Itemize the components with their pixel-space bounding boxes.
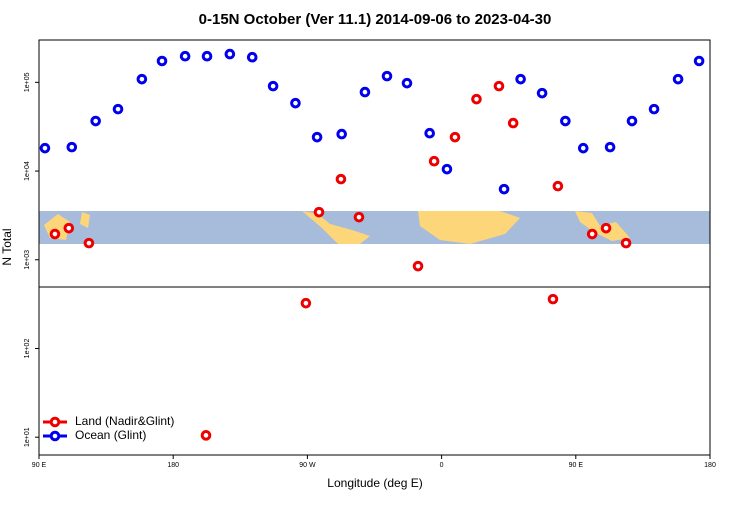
point [428, 155, 440, 167]
point [156, 55, 168, 67]
point [471, 93, 482, 105]
point [90, 115, 101, 127]
point [507, 117, 519, 129]
map-background [39, 211, 710, 244]
point [313, 206, 325, 218]
point [63, 222, 75, 234]
point [246, 51, 258, 63]
legend-label: Ocean (Glint) [75, 428, 146, 442]
x-tick-label: 180 [167, 462, 179, 469]
point [353, 211, 365, 223]
point [311, 131, 323, 143]
point [359, 86, 371, 98]
point [515, 73, 526, 85]
point [224, 48, 236, 60]
point [577, 142, 589, 154]
point [547, 293, 559, 305]
point [672, 73, 684, 85]
point [83, 237, 95, 249]
x-tick-label: 90 E [32, 462, 47, 469]
point [600, 222, 612, 234]
point [200, 430, 212, 441]
x-tick-label: 90 E [569, 462, 584, 469]
point [552, 180, 564, 192]
plot-frame [38, 39, 711, 456]
point [586, 228, 598, 240]
legend-marker [49, 430, 61, 442]
point [336, 128, 347, 140]
chart-title: 0-15N October (Ver 11.1) 2014-09-06 to 2… [199, 11, 552, 28]
y-tick-label: 1e+03 [24, 250, 31, 270]
point [626, 115, 638, 127]
point [66, 141, 78, 153]
y-tick-label: 1e+04 [24, 161, 31, 181]
point [441, 163, 453, 175]
point [449, 131, 461, 143]
point [560, 115, 571, 127]
point [381, 70, 393, 82]
point [412, 260, 424, 272]
point [49, 228, 61, 240]
point [290, 97, 301, 109]
point [300, 297, 312, 309]
legend-marker [49, 416, 61, 428]
point [424, 127, 435, 139]
point [693, 55, 705, 67]
point [536, 87, 548, 99]
point [620, 237, 632, 249]
y-tick-label: 1e+05 [24, 72, 31, 92]
x-tick-label: 180 [704, 462, 716, 469]
y-axis-label: N Total [0, 228, 14, 265]
x-tick-label: 90 W [299, 462, 316, 469]
point [648, 103, 660, 115]
point [179, 50, 191, 62]
legend-label: Land (Nadir&Glint) [75, 414, 174, 428]
point [201, 50, 213, 62]
point [267, 80, 279, 92]
point [136, 73, 148, 85]
point [401, 77, 413, 89]
point [604, 141, 616, 153]
point [335, 173, 347, 185]
y-tick-label: 1e+02 [24, 339, 31, 359]
point [39, 142, 51, 154]
x-tick-label: 0 [440, 462, 444, 469]
point [112, 103, 124, 115]
y-tick-label: 1e+01 [24, 427, 31, 447]
x-axis-label: Longitude (deg E) [327, 476, 422, 490]
point [498, 183, 510, 195]
point [493, 80, 505, 92]
